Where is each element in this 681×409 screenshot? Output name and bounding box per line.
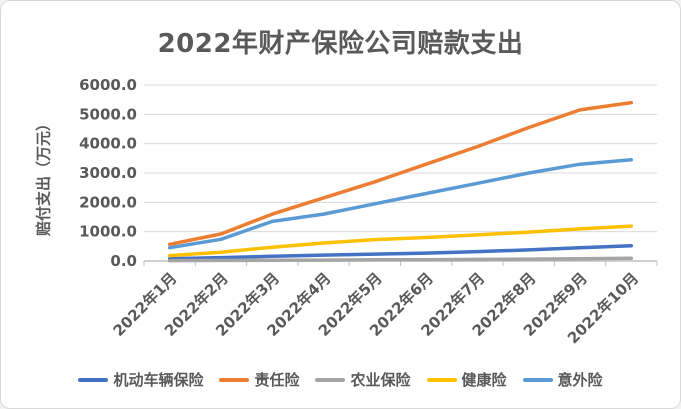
legend-marker-icon: [219, 377, 250, 382]
series-line-责任险: [167, 100, 634, 247]
chart-title: 2022年财产保险公司赔款支出: [157, 29, 524, 59]
legend-label: 意外险: [557, 371, 603, 389]
y-tick-label: 4000.0: [79, 135, 137, 153]
legend-label: 责任险: [254, 371, 300, 389]
series-line-机动车辆保险: [167, 243, 634, 261]
y-tick-label: 1000.0: [79, 223, 137, 241]
legend-marker-icon: [522, 377, 553, 382]
series-line-农业保险: [167, 256, 634, 263]
y-tick-label: 2000.0: [79, 193, 137, 211]
legend-marker-icon: [78, 377, 109, 382]
y-tick-label: 6000.0: [79, 76, 137, 94]
legend-label: 机动车辆保险: [113, 371, 204, 389]
legend-marker-icon: [426, 377, 457, 382]
y-tick-label: 3000.0: [79, 164, 137, 182]
legend-label: 农业保险: [350, 371, 411, 389]
legend-item-农业保险[interactable]: 农业保险: [315, 369, 411, 390]
legend-item-责任险[interactable]: 责任险: [219, 369, 299, 390]
chart-legend: 机动车辆保险 责任险 农业保险 健康险 意外险: [1, 369, 680, 390]
legend-item-机动车辆保险[interactable]: 机动车辆保险: [78, 369, 203, 390]
series-line-意外险: [167, 158, 634, 250]
y-tick-label: 5000.0: [79, 105, 137, 123]
legend-item-意外险[interactable]: 意外险: [522, 369, 603, 390]
legend-marker-icon: [315, 377, 346, 382]
legend-item-健康险[interactable]: 健康险: [426, 369, 507, 390]
series-line-健康险: [167, 224, 634, 258]
legend-label: 健康险: [461, 371, 507, 389]
y-tick-label: 0.0: [110, 252, 137, 270]
